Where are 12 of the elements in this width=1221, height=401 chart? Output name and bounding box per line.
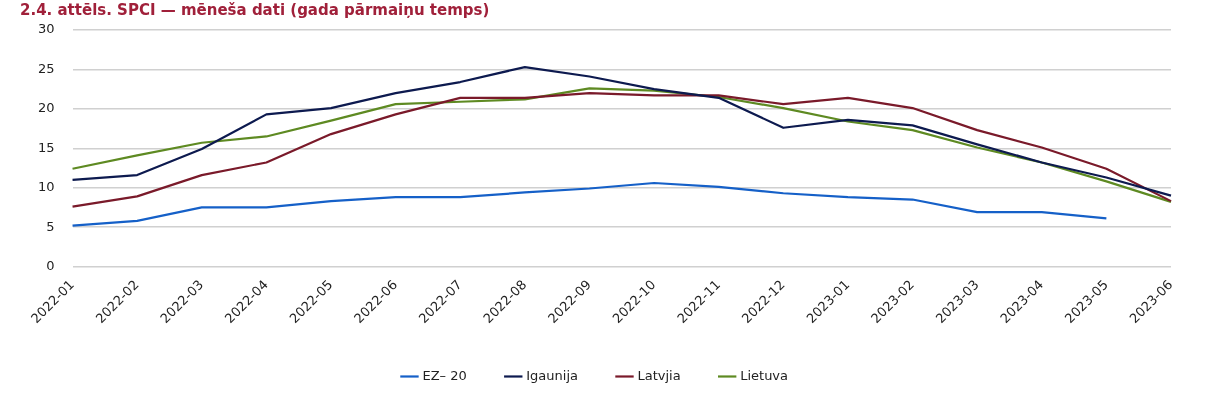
y-tick-label: 5 bbox=[46, 218, 55, 234]
y-tick-label: 10 bbox=[38, 179, 55, 195]
legend-label: Igaunija bbox=[526, 367, 578, 383]
legend-label: EZ– 20 bbox=[422, 367, 467, 383]
y-tick-label: 0 bbox=[46, 257, 55, 273]
legend-label: Lietuva bbox=[740, 367, 789, 383]
y-tick-label: 25 bbox=[38, 60, 55, 76]
chart-title: 2.4. attēls. SPCI — mēneša dati (gada pārmaiņu temps) bbox=[20, 0, 490, 19]
y-tick-label: 15 bbox=[38, 139, 55, 155]
y-tick-label: 30 bbox=[38, 21, 55, 37]
legend-label: Latvjia bbox=[637, 367, 681, 383]
y-tick-label: 20 bbox=[38, 100, 55, 116]
